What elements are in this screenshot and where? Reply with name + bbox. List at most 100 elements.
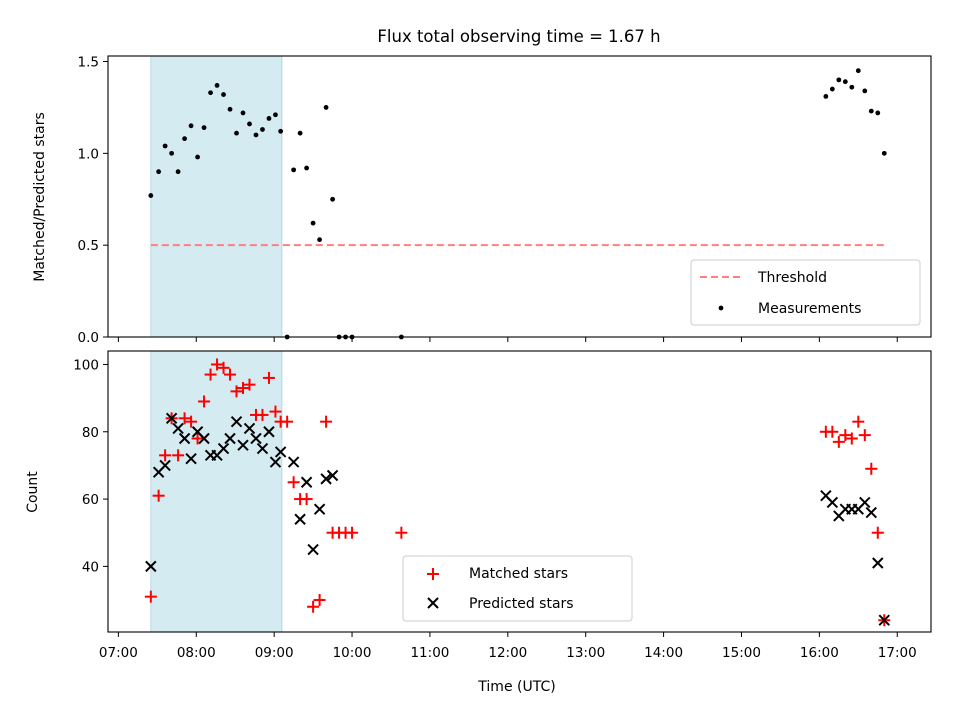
measurement-point [330,196,335,202]
predicted-star-point [287,456,300,468]
chart-title: Flux total observing time = 1.67 h [377,27,660,46]
measurement-point [234,130,239,136]
predicted-star-point [256,442,269,455]
y-tick-label: 40 [82,559,99,575]
y-tick-label: 100 [73,357,99,373]
measurement-point [201,125,207,131]
measurement-point [836,77,842,83]
top-legend: Threshold Measurements [690,259,921,326]
predicted-star-point [826,496,839,509]
measurement-point [247,121,252,127]
bottom-legend: Matched stars Predicted stars [402,555,633,622]
x-tick-label: 16:00 [800,645,839,661]
legend-predicted-swatch [427,597,439,609]
predicted-star-point [326,469,339,482]
predicted-star-point [878,614,890,626]
shaded-interval [150,350,283,633]
predicted-star-point [313,503,326,515]
measurement-point [182,136,187,142]
predicted-star-point [185,452,197,465]
predicted-star-point [178,432,191,445]
matched-star-point [858,429,871,442]
matched-star-point [256,408,269,421]
predicted-star-point [865,506,877,519]
matched-star-point [300,493,313,506]
predicted-star-point [300,476,313,488]
x-tick-label: 10:00 [333,645,372,661]
predicted-star-point [172,422,184,435]
measurement-point [260,127,265,132]
top-y-ticks: 0.0 0.5 1.0 1.5 [78,55,108,346]
matched-star-point [230,385,243,398]
bottom-x-ticks: 07:00 08:00 09:00 10:00 11:00 12:00 13:00 14:00… [99,632,917,661]
matched-star-point [217,361,230,374]
matched-star-point [191,432,204,445]
predicted-star-point [217,442,230,455]
measurement-point [214,82,220,88]
matched-star-point [845,432,858,445]
matched-star-point [159,449,172,462]
matched-star-point [172,449,185,462]
matched-star-point [832,435,845,448]
measurement-point [855,68,861,74]
measurement-point [868,108,874,114]
measurement-point [188,123,194,129]
matched-star-point [307,600,320,613]
top-axes-frame [107,55,932,338]
legend-measurements-label: Measurements [758,301,861,317]
measurement-point [823,94,829,99]
predicted-star-point [198,432,210,445]
matched-star-point [144,590,157,603]
predicted-star-point [274,446,287,458]
y-tick-label: 60 [82,492,99,508]
measurement-point [162,143,168,149]
bottom-panel-count: 40 60 80 100 07:00 08:00 09:00 10:00 11:00 12:00… [25,350,932,695]
measurement-point [829,86,835,92]
matched-star-point [320,415,333,428]
y-tick-label: 80 [82,425,99,441]
matched-star-point [269,405,282,418]
y-tick-label: 1.5 [78,55,99,71]
matched-star-point [224,368,237,381]
measurement-point [273,112,278,118]
legend-measurements-swatch [718,305,724,311]
measurement-point [297,130,303,136]
measurement-point [208,90,213,96]
matched-star-point [211,358,224,371]
legend-matched-swatch [427,568,439,580]
matched-star-point [871,526,884,539]
measurement-point [156,169,162,175]
matched-star-point [826,425,839,438]
legend-threshold-label: Threshold [757,270,827,286]
predicted-star-point [263,426,275,438]
x-tick-label: 17:00 [878,645,917,661]
matched-star-point [839,429,852,442]
predicted-star-point [224,432,236,445]
predicted-star-point [237,439,249,451]
y-tick-label: 1.0 [78,146,99,162]
x-tick-label: 08:00 [177,645,216,661]
bottom-shaded-interval [150,350,283,633]
matched-star-point [852,415,865,428]
measurement-point [849,84,855,90]
matched-star-point [198,395,211,408]
predicted-star-point [294,513,306,525]
matched-star-point [178,412,191,425]
measurement-point [304,165,310,171]
predicted-star-point [269,456,282,468]
measurement-point [862,88,868,94]
matched-star-point [262,371,275,384]
count-points [144,358,891,627]
matched-star-point [243,378,256,391]
x-tick-label: 07:00 [99,645,138,661]
matched-star-point [152,489,165,502]
measurement-point [323,105,329,110]
x-tick-label: 14:00 [644,645,683,661]
top-y-axis-label: Matched/Predicted stars [32,112,48,282]
predicted-star-point [320,473,332,485]
x-tick-label: 11:00 [410,645,449,661]
y-tick-label: 0.5 [78,238,99,254]
shaded-interval [150,55,283,338]
predicted-star-point [145,560,157,573]
matched-star-point [204,368,217,381]
